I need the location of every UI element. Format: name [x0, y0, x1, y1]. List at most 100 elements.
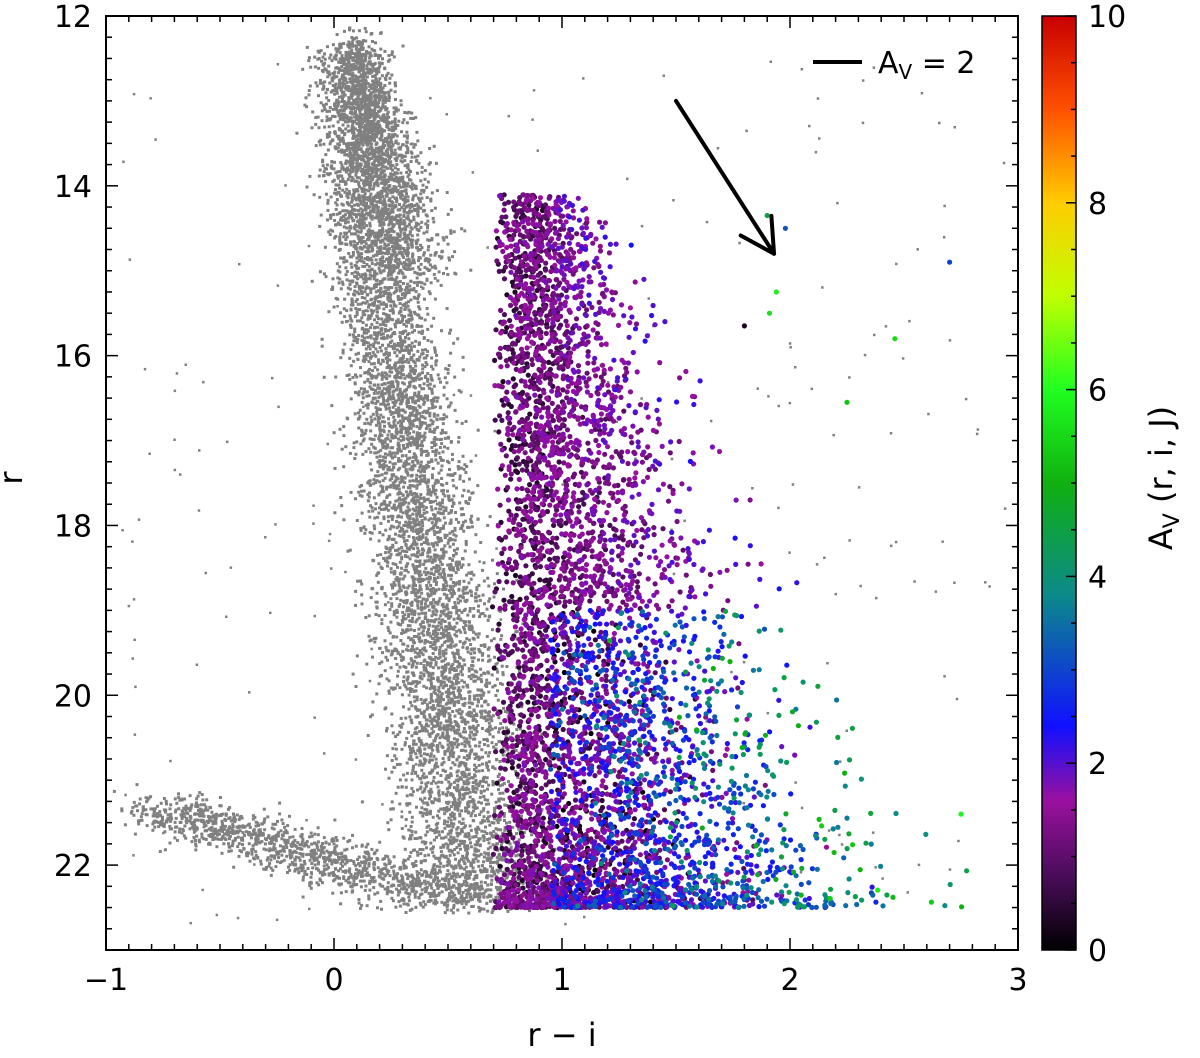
background-point	[207, 827, 211, 831]
background-point	[402, 665, 406, 668]
background-point	[450, 668, 454, 671]
background-point	[357, 43, 360, 46]
background-point	[356, 84, 360, 87]
background-point	[417, 395, 421, 399]
background-point	[362, 331, 366, 335]
background-point	[408, 517, 412, 520]
background-point	[471, 897, 475, 901]
background-point	[366, 213, 370, 217]
background-point	[491, 907, 495, 911]
background-point	[195, 834, 199, 838]
background-point	[395, 519, 399, 523]
background-point	[202, 809, 206, 813]
background-point	[454, 864, 458, 868]
background-point	[391, 310, 395, 314]
background-point	[385, 359, 389, 363]
background-point	[404, 716, 408, 720]
background-point	[425, 808, 429, 812]
background-point	[259, 862, 263, 866]
background-point	[456, 565, 460, 569]
background-point	[460, 809, 464, 813]
background-point	[406, 195, 410, 199]
background-point	[449, 908, 453, 912]
background-point	[454, 643, 458, 647]
background-point	[460, 894, 464, 898]
background-point	[355, 519, 359, 522]
background-point	[298, 858, 302, 862]
background-point	[428, 732, 432, 736]
background-point	[411, 512, 415, 516]
background-point	[147, 796, 151, 800]
background-point	[380, 192, 384, 196]
background-point	[350, 200, 354, 204]
background-point	[395, 610, 399, 614]
background-point	[369, 168, 373, 172]
background-point	[377, 539, 381, 543]
background-point	[442, 855, 446, 859]
background-point	[375, 591, 379, 595]
background-point	[363, 101, 367, 105]
background-point	[435, 189, 439, 193]
background-point	[428, 147, 432, 150]
background-point	[354, 299, 358, 303]
background-point	[444, 666, 448, 670]
background-point	[421, 363, 424, 367]
background-point	[437, 254, 441, 258]
background-point	[397, 900, 401, 904]
background-point	[416, 300, 420, 304]
background-point	[396, 565, 399, 569]
background-point	[190, 803, 194, 807]
background-point	[443, 812, 447, 816]
background-point	[447, 573, 451, 577]
background-point	[316, 826, 320, 830]
background-point	[361, 223, 365, 227]
background-point	[371, 254, 375, 258]
background-point	[412, 194, 416, 198]
background-point	[354, 339, 358, 343]
background-point	[417, 520, 421, 524]
background-point	[404, 818, 408, 821]
background-point	[401, 649, 405, 653]
background-point	[367, 495, 371, 499]
background-point	[441, 792, 445, 796]
background-point	[395, 432, 399, 436]
background-point	[393, 122, 397, 126]
background-point	[354, 307, 358, 310]
background-point	[301, 895, 305, 899]
background-point	[322, 170, 326, 174]
background-point	[387, 417, 390, 421]
background-point	[350, 90, 354, 94]
background-point	[354, 685, 358, 688]
background-point	[282, 838, 286, 842]
background-point	[315, 846, 319, 850]
background-point	[408, 619, 412, 623]
background-point	[416, 459, 420, 463]
background-point	[435, 830, 439, 834]
background-point	[375, 239, 379, 243]
background-point	[471, 798, 475, 801]
background-point	[432, 220, 436, 224]
background-point	[444, 580, 448, 583]
background-point	[438, 724, 442, 728]
background-point	[442, 488, 445, 492]
background-point	[435, 495, 439, 499]
background-point	[419, 493, 423, 496]
background-point	[343, 72, 347, 76]
background-point	[353, 412, 357, 416]
background-point	[466, 613, 470, 617]
background-point	[439, 417, 443, 421]
background-point	[392, 486, 396, 490]
background-point	[478, 598, 482, 602]
background-point	[376, 580, 380, 584]
background-point	[480, 712, 484, 716]
background-point	[436, 554, 440, 558]
background-point	[398, 239, 402, 242]
background-point	[439, 468, 443, 472]
background-point	[241, 831, 245, 835]
background-point	[335, 66, 339, 70]
background-point	[177, 830, 181, 834]
background-point	[443, 577, 447, 581]
background-point	[361, 167, 365, 171]
background-point	[476, 609, 480, 613]
background-point	[395, 348, 399, 352]
